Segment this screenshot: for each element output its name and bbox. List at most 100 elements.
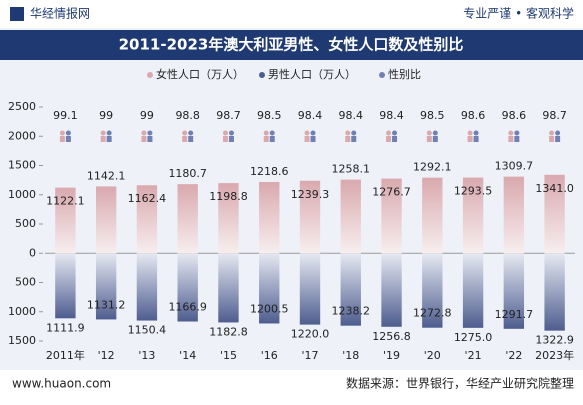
value-label: 1111.9 [46,321,85,334]
value-label: 1218.6 [250,165,289,178]
x-tick-label: '17 [301,349,318,362]
x-tick-label: '13 [138,349,155,362]
value-label: 1258.1 [332,163,371,176]
value-label: 1220.0 [291,328,330,341]
ratio-icon [263,130,275,142]
male-bar [136,253,158,321]
ratio-label: 99 [140,109,154,122]
ratio-label: 98.7 [216,109,241,122]
value-label: 1293.5 [454,185,493,198]
ratio-icon [467,130,479,142]
slogan: 专业严谨 • 客观科学 [463,6,574,21]
x-tick-label: '19 [383,349,400,362]
value-label: 1166.9 [168,301,207,314]
female-bar [340,179,361,254]
value-label: 1238.2 [332,305,371,318]
ratio-icon [182,130,194,142]
male-bar [381,253,402,327]
chart-title: 2011-2023年澳大利亚男性、女性人口数及性别比 [119,36,464,54]
ratio-label: 98.7 [542,109,567,122]
value-label: 1272.8 [413,307,452,320]
x-tick-label: '14 [179,349,196,362]
value-label: 1322.9 [535,334,574,347]
header-bar [0,0,583,28]
ratio-icon [508,130,520,142]
value-label: 1200.5 [250,302,289,315]
female-bar [218,183,239,254]
male-bar [503,253,525,329]
ratio-label: 98.4 [379,109,404,122]
x-tick-label: 2011年 [46,348,85,362]
value-label: 1198.8 [209,190,248,203]
x-tick-label: '20 [424,349,441,362]
legend-marker [379,72,385,78]
value-label: 1182.8 [209,325,248,338]
ratio-icon [59,130,71,142]
x-tick-label: '18 [342,349,359,362]
legend-marker [147,72,153,78]
source: 数据来源：世界银行，华经产业研究院整理 [346,376,574,391]
ratio-label: 98.6 [461,109,486,122]
male-bar [422,253,443,328]
legend-label: 男性人口（万人） [268,67,356,81]
ratio-icon [386,130,398,142]
value-label: 1309.7 [495,160,534,173]
title-bar [0,30,583,60]
ratio-label: 98.5 [420,109,445,122]
female-bar [177,184,198,254]
y-tick-label: 1000 [8,188,36,201]
male-bar [544,253,565,331]
x-tick-label: '21 [465,349,482,362]
female-bar [462,177,484,254]
y-tick-label: 500 [15,276,36,289]
ratio-label: 98.8 [175,109,200,122]
ratio-icon [222,130,234,142]
value-label: 1122.1 [46,195,85,208]
y-tick-label: 2500 [8,100,36,113]
value-label: 1291.7 [495,308,534,321]
value-label: 1131.2 [87,298,126,311]
y-tick-label: 1500 [8,159,36,172]
value-label: 1256.8 [372,330,411,343]
brand: 华经情报网 [30,6,90,21]
value-label: 1150.4 [128,324,167,337]
value-label: 1341.0 [535,182,574,195]
legend-label: 性别比 [388,67,421,81]
ratio-label: 98.6 [502,109,527,122]
logo [10,7,24,21]
female-bar [544,174,565,254]
value-label: 1142.1 [87,169,126,182]
male-bar [299,253,321,325]
value-label: 1292.1 [413,161,452,174]
male-bar [218,253,239,323]
ratio-icon [100,130,112,142]
y-tick-label: 0 [29,246,36,259]
ratio-label: 98.4 [298,109,323,122]
x-tick-label: 2023年 [535,348,574,362]
value-label: 1239.3 [291,188,330,201]
y-tick-label: 1000 [8,305,36,318]
male-bar [462,253,484,328]
y-tick-label: 2000 [8,129,36,142]
female-bar [381,178,402,254]
male-bar [177,253,198,322]
value-label: 1162.4 [128,192,167,205]
footer-bar [0,370,583,405]
ratio-label: 98.4 [339,109,364,122]
ratio-icon [345,130,357,142]
female-bar [259,181,280,254]
ratio-icon [549,130,561,142]
value-label: 1276.7 [372,186,411,199]
x-tick-label: '15 [220,349,237,362]
ratio-label: 98.5 [257,109,282,122]
female-bar [422,177,443,254]
female-bar [95,186,117,254]
x-tick-label: '16 [261,349,278,362]
ratio-label: 99 [99,109,113,122]
legend-label: 女性人口（万人） [156,67,244,81]
value-label: 1275.0 [454,331,493,344]
x-tick-label: '22 [505,349,522,362]
male-bar [95,253,117,320]
website: www.huaon.com [12,377,111,391]
